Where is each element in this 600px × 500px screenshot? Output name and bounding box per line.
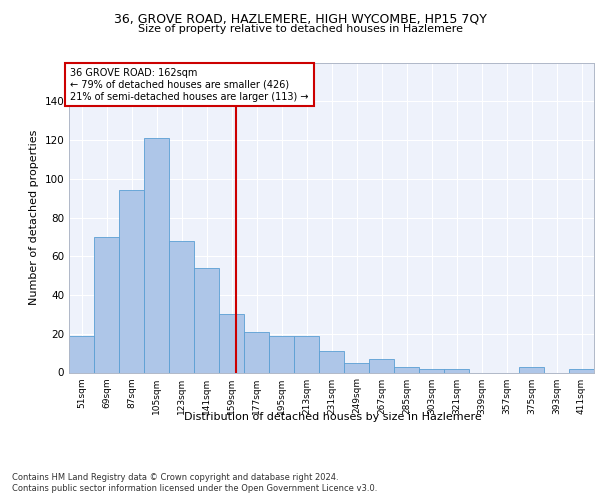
Bar xyxy=(119,190,144,372)
Bar xyxy=(144,138,169,372)
Bar xyxy=(569,368,594,372)
Bar xyxy=(269,336,294,372)
Bar xyxy=(194,268,219,372)
Bar xyxy=(94,237,119,372)
Y-axis label: Number of detached properties: Number of detached properties xyxy=(29,130,39,305)
Text: Contains public sector information licensed under the Open Government Licence v3: Contains public sector information licen… xyxy=(12,484,377,493)
Text: 36, GROVE ROAD, HAZLEMERE, HIGH WYCOMBE, HP15 7QY: 36, GROVE ROAD, HAZLEMERE, HIGH WYCOMBE,… xyxy=(113,12,487,26)
Bar xyxy=(394,366,419,372)
Bar xyxy=(219,314,244,372)
Bar xyxy=(419,368,444,372)
Bar xyxy=(444,368,469,372)
Bar xyxy=(69,336,94,372)
Bar xyxy=(344,363,369,372)
Bar xyxy=(519,366,544,372)
Bar xyxy=(319,351,344,372)
Bar xyxy=(369,359,394,372)
Bar xyxy=(244,332,269,372)
Text: Contains HM Land Registry data © Crown copyright and database right 2024.: Contains HM Land Registry data © Crown c… xyxy=(12,472,338,482)
Bar xyxy=(294,336,319,372)
Text: 36 GROVE ROAD: 162sqm
← 79% of detached houses are smaller (426)
21% of semi-det: 36 GROVE ROAD: 162sqm ← 79% of detached … xyxy=(70,68,309,102)
Text: Size of property relative to detached houses in Hazlemere: Size of property relative to detached ho… xyxy=(137,24,463,34)
Text: Distribution of detached houses by size in Hazlemere: Distribution of detached houses by size … xyxy=(184,412,482,422)
Bar xyxy=(169,241,194,372)
